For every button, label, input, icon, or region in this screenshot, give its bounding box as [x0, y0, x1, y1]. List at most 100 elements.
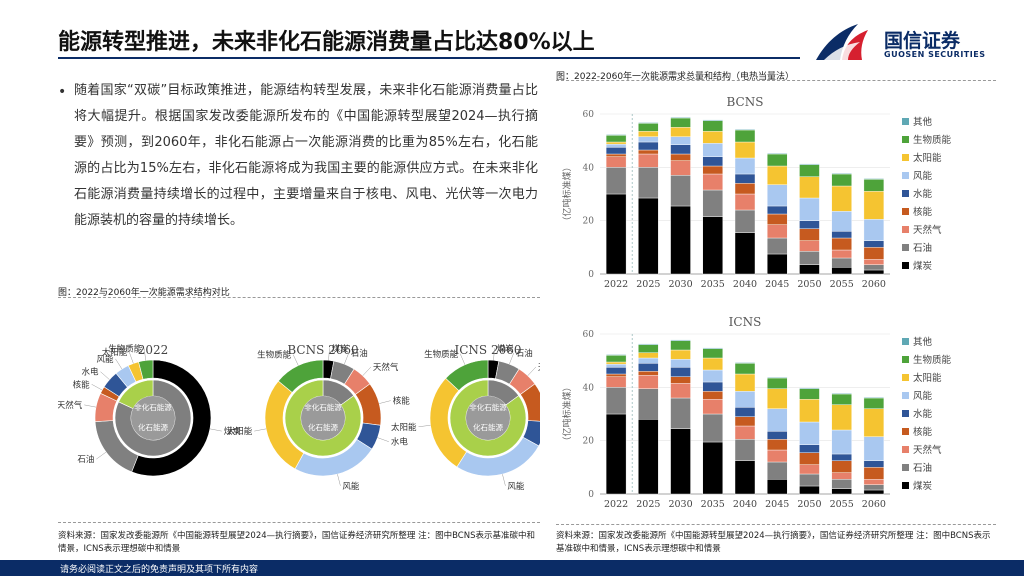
legend-label: 太阳能	[913, 152, 942, 164]
x-tick-label: 2050	[797, 499, 821, 510]
bar-segment-煤炭	[638, 197, 659, 275]
legend-swatch	[902, 374, 909, 381]
right-figure-caption: 图：2022-2060年一次能源需求总量和结构（电热当量法）	[556, 72, 795, 82]
right-caption-divider	[556, 80, 996, 81]
bar-segment-其他	[670, 339, 691, 341]
donut-label: 石油	[351, 348, 368, 359]
legend-label: 生物质能	[913, 354, 952, 366]
legend-swatch	[902, 356, 909, 363]
bar-segment-生物质能	[734, 363, 756, 375]
donut-label: 风能	[507, 481, 525, 492]
donut-label: 生物质能	[108, 344, 143, 355]
bar-segment-水能	[702, 381, 723, 392]
bar-segment-石油	[863, 484, 885, 491]
right-source-divider	[556, 524, 996, 525]
donut-title: ICNS 2060	[455, 343, 522, 357]
bar-segment-石油	[863, 264, 885, 271]
bar-segment-天然气	[670, 383, 691, 399]
bar-segment-石油	[702, 189, 723, 217]
bar-segment-太阳能	[734, 373, 756, 392]
donut-label: 核能	[393, 396, 411, 407]
bar-segment-风能	[831, 211, 852, 232]
donut-label: 石油	[77, 454, 94, 465]
bar-segment-核能	[702, 165, 723, 175]
bar-segment-其他	[638, 122, 659, 124]
bar-chart-title: BCNS	[727, 95, 764, 109]
bar-segment-煤炭	[799, 485, 820, 495]
donut-label: 石油	[516, 348, 533, 359]
bar-segment-太阳能	[734, 141, 756, 159]
donut-inner-label: 非化石能源	[134, 402, 172, 412]
bar-segment-风能	[670, 136, 691, 145]
leader-line	[292, 354, 299, 366]
donut-label: 天然气	[373, 362, 399, 373]
bar-segment-其他	[734, 362, 756, 364]
bar-segment-水能	[799, 220, 820, 229]
bar-segment-煤炭	[605, 193, 627, 275]
bar-segment-煤炭	[863, 269, 885, 275]
donut-label: 煤炭	[497, 343, 515, 354]
bar-segment-水能	[734, 407, 756, 417]
bar-segment-风能	[734, 157, 756, 175]
bar-segment-太阳能	[863, 408, 885, 437]
donut-title: 2022	[138, 343, 169, 357]
leader-line	[84, 404, 97, 408]
x-tick-label: 2030	[668, 279, 692, 290]
donut-label: 太阳能	[391, 422, 417, 433]
leader-line	[115, 358, 123, 370]
bar-segment-水能	[605, 147, 627, 155]
bar-segment-太阳能	[670, 127, 691, 137]
donut-label: 核能	[73, 379, 91, 390]
bar-segment-煤炭	[638, 419, 659, 495]
bar-segment-太阳能	[670, 349, 691, 360]
bar-segment-生物质能	[767, 153, 788, 167]
leader-line	[209, 428, 222, 432]
y-tick-label: 20	[583, 437, 595, 447]
bar-segment-太阳能	[799, 399, 820, 423]
bar-segment-生物质能	[605, 355, 627, 363]
left-source-divider	[58, 522, 540, 523]
donut-core	[301, 396, 345, 440]
title-underline	[58, 57, 800, 59]
donut-core	[466, 396, 510, 440]
donut-slice-煤炭	[131, 359, 212, 477]
bar-segment-太阳能	[702, 131, 723, 144]
bar-segment-其他	[831, 172, 852, 175]
bar-segment-煤炭	[863, 489, 885, 495]
bar-segment-水能	[670, 144, 691, 155]
legend-label: 风能	[913, 390, 933, 402]
donut-label: 生物质能	[424, 349, 459, 360]
bar-segment-煤炭	[670, 205, 691, 275]
leader-line	[344, 352, 350, 365]
bar-segment-煤炭	[831, 267, 852, 275]
leader-line	[509, 352, 515, 365]
bar-segment-生物质能	[831, 173, 852, 187]
bar-segment-石油	[767, 461, 788, 480]
bar-segment-风能	[605, 143, 627, 148]
bar-segment-天然气	[767, 224, 788, 239]
bar-segment-核能	[863, 467, 885, 480]
legend-swatch	[902, 262, 909, 269]
x-tick-label: 2045	[765, 279, 789, 290]
bar-segment-风能	[767, 184, 788, 207]
legend-label: 生物质能	[913, 134, 952, 146]
bar-segment-其他	[605, 134, 627, 136]
bar-segment-水能	[734, 173, 756, 184]
legend-label: 其他	[913, 336, 933, 348]
bar-segment-石油	[670, 175, 691, 207]
leader-line	[96, 451, 107, 460]
legend-label: 煤炭	[913, 480, 933, 492]
legend-swatch	[902, 208, 909, 215]
leader-line	[377, 437, 389, 442]
x-tick-label: 2060	[862, 499, 886, 510]
bar-segment-其他	[863, 178, 885, 180]
bar-segment-生物质能	[863, 179, 885, 192]
x-tick-label: 2022	[604, 499, 628, 510]
bar-segment-水能	[605, 367, 627, 375]
bar-segment-其他	[799, 387, 820, 389]
bar-segment-石油	[702, 413, 723, 443]
bar-segment-水能	[863, 240, 885, 248]
